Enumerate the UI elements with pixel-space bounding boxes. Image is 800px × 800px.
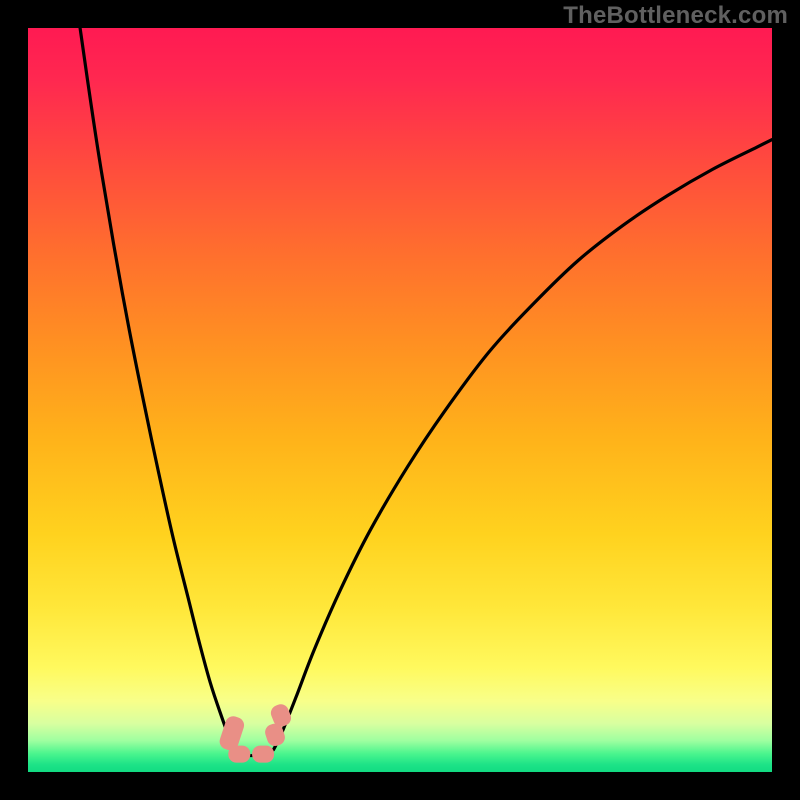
marker-capsule: [252, 746, 274, 763]
watermark-text: TheBottleneck.com: [563, 2, 788, 30]
marker-capsule: [228, 746, 250, 763]
plot-area: [28, 28, 772, 772]
curve-right-branch: [274, 140, 772, 750]
curves-layer: [28, 28, 772, 772]
curve-left-branch: [80, 28, 235, 748]
